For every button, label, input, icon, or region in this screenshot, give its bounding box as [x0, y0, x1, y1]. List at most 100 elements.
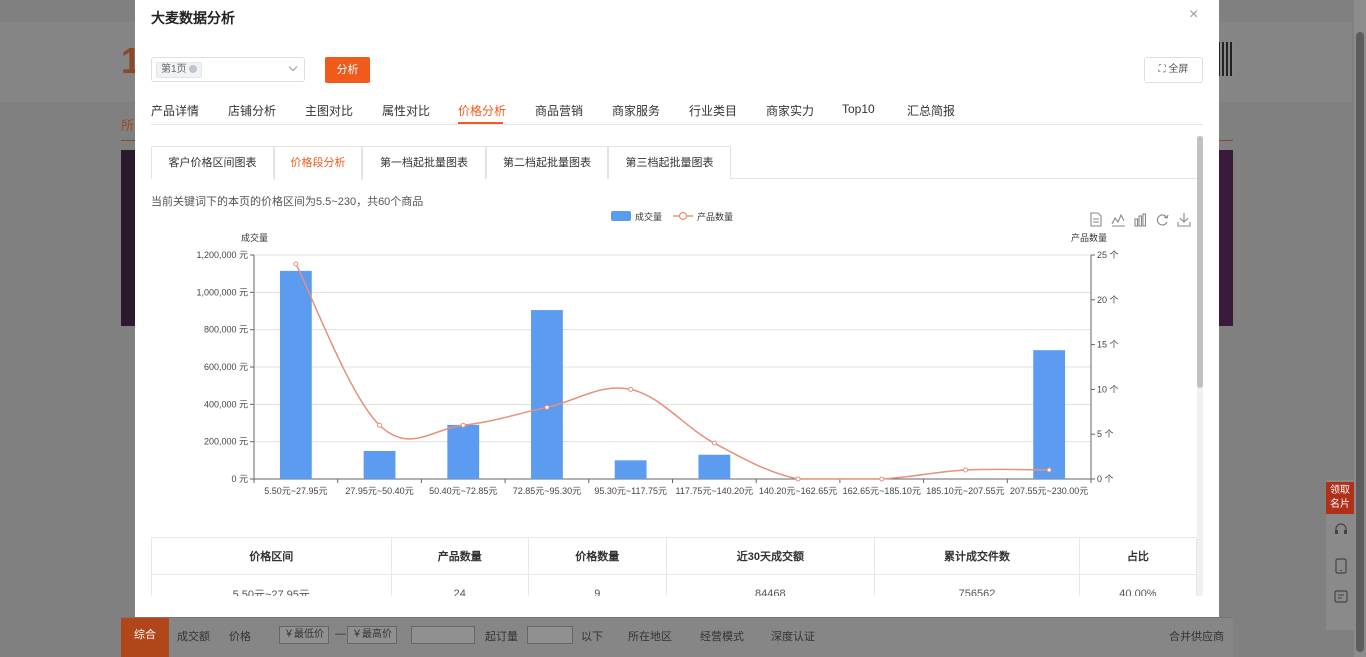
- active-tab-indicator: [458, 122, 503, 124]
- price-range-summary: 当前关键词下的本页的价格区间为5.5~230，共60个商品: [151, 196, 424, 208]
- moq-input[interactable]: [527, 626, 573, 644]
- tab-4[interactable]: 价格分析: [458, 104, 507, 118]
- sort-price[interactable]: 价格: [229, 631, 251, 643]
- headset-icon[interactable]: [1334, 522, 1348, 536]
- table-header-cell[interactable]: 近30天成交额: [665, 537, 876, 575]
- table-header-cell[interactable]: 价格区间: [151, 537, 392, 575]
- bar-0: [279, 270, 312, 479]
- tab-3[interactable]: 属性对比: [382, 104, 431, 118]
- y-axis-right-title: 产品数量: [1071, 232, 1107, 243]
- page-select[interactable]: 第1页: [151, 57, 305, 82]
- tab-1[interactable]: 店铺分析: [228, 104, 277, 118]
- sub-tab-0[interactable]: 客户价格区间图表: [151, 146, 274, 179]
- y-tick-label-left: 0 元: [231, 474, 248, 484]
- table-header-cell[interactable]: 累计成交件数: [874, 537, 1080, 575]
- max-price-input[interactable]: ￥最高价: [347, 626, 397, 644]
- bar-1: [363, 451, 396, 479]
- feedback-icon[interactable]: [1334, 590, 1348, 604]
- background-banner-left: [121, 150, 135, 326]
- bar-3: [531, 310, 563, 479]
- sub-tab-4[interactable]: 第三档起批量图表: [608, 146, 731, 179]
- download-icon[interactable]: [1177, 213, 1191, 227]
- filter-bar: 综合 成交额 价格 ￥最低价 — ￥最高价 起订量 以下 所在地区 经营模式 深…: [121, 617, 1233, 657]
- analyze-button[interactable]: 分析: [325, 57, 370, 83]
- x-tick-label: 207.55元~230.00元: [1010, 486, 1088, 496]
- content-scrollbar[interactable]: [1197, 136, 1203, 596]
- y-tick-label-right: 0 个: [1097, 474, 1114, 484]
- tag-close-icon[interactable]: [188, 65, 197, 73]
- data-view-icon[interactable]: [1090, 212, 1102, 227]
- line-point-3: [544, 404, 550, 410]
- sort-composite[interactable]: 综合: [121, 618, 169, 657]
- merge-suppliers[interactable]: 合并供应商: [1169, 631, 1224, 643]
- line-point-2: [460, 422, 466, 428]
- tab-10[interactable]: 汇总简报: [907, 104, 956, 118]
- tab-7[interactable]: 行业类目: [689, 104, 738, 118]
- bar-9: [1033, 350, 1066, 479]
- analysis-tabs: 产品详情 店铺分析 主图对比 属性对比 价格分析 商品营销 商家服务 行业类目 商家实力 Top1…: [151, 100, 1203, 125]
- y-tick-label-right: 25 个: [1097, 250, 1119, 260]
- y-tick-label-left: 1,200,000 元: [196, 250, 248, 260]
- y-tick-label-left: 400,000 元: [204, 399, 248, 409]
- x-tick-label: 162.65元~185.10元: [843, 486, 921, 496]
- table-cell: 40.00%: [1078, 574, 1197, 596]
- y-tick-label-right: 15 个: [1097, 340, 1119, 350]
- line-point-5: [711, 440, 717, 446]
- min-price-input[interactable]: ￥最低价: [279, 626, 329, 644]
- sort-sales[interactable]: 成交额: [177, 631, 210, 643]
- moq-below-label: 以下: [581, 631, 603, 643]
- tab-5[interactable]: 商品营销: [535, 104, 584, 118]
- table-header-cell[interactable]: 占比: [1078, 537, 1197, 575]
- modal-title: 大麦数据分析: [151, 10, 235, 26]
- tab-6[interactable]: 商家服务: [612, 104, 661, 118]
- page-scrollbar-thumb[interactable]: [1356, 32, 1364, 652]
- x-tick-label: 117.75元~140.20元: [676, 486, 754, 496]
- table-header-cell[interactable]: 价格数量: [528, 537, 667, 575]
- price-dash: —: [335, 628, 346, 640]
- chevron-down-icon[interactable]: [288, 62, 298, 72]
- table-header-row: 价格区间 产品数量 价格数量 近30天成交额 累计成交件数 占比: [151, 537, 1197, 575]
- table-cell: 9: [528, 574, 667, 596]
- bar-chart-icon[interactable]: [1134, 213, 1147, 227]
- line-point-0: [293, 261, 299, 267]
- content-scrollbar-thumb[interactable]: [1197, 136, 1203, 388]
- bar-4: [614, 460, 647, 479]
- bar-2: [447, 424, 480, 479]
- refresh-icon[interactable]: [1156, 214, 1169, 226]
- sub-tab-3[interactable]: 第二档起批量图表: [486, 146, 608, 179]
- tab-9[interactable]: Top10: [842, 102, 875, 116]
- legend-line-label: 产品数量: [697, 211, 733, 222]
- business-mode-filter[interactable]: 经营模式: [700, 631, 744, 643]
- price-segment-table: 价格区间 产品数量 价格数量 近30天成交额 累计成交件数 占比 5.50元~27.95元…: [151, 537, 1197, 596]
- sub-tab-2[interactable]: 第一档起批量图表: [362, 146, 486, 179]
- data-analysis-modal: 大麦数据分析 × 第1页 分析 ⛶ 全屏 产品详情 店铺分析 主图对比 属性对比 价格分…: [135, 0, 1219, 617]
- page-tag[interactable]: 第1页: [156, 62, 202, 78]
- phone-icon[interactable]: [1335, 558, 1347, 574]
- sub-tab-1[interactable]: 价格段分析: [274, 146, 362, 180]
- x-tick-label: 95.30元~117.75元: [594, 486, 667, 496]
- y-tick-label-left: 200,000 元: [204, 437, 248, 447]
- y-tick-label-left: 600,000 元: [204, 362, 248, 372]
- table-cell: 24: [390, 574, 530, 596]
- x-tick-label: 5.50元~27.95元: [264, 486, 327, 496]
- table-cell: 5.50元~27.95元: [151, 574, 392, 596]
- tab-8[interactable]: 商家实力: [766, 104, 815, 118]
- x-tick-label: 72.85元~95.30元: [513, 486, 581, 496]
- tab-2[interactable]: 主图对比: [305, 104, 354, 118]
- line-chart-icon[interactable]: [1111, 213, 1125, 227]
- fullscreen-button[interactable]: ⛶ 全屏: [1144, 57, 1203, 83]
- tab-0[interactable]: 产品详情: [151, 104, 200, 118]
- get-card-badge[interactable]: 领取名片: [1326, 482, 1354, 514]
- bar-5: [698, 454, 731, 479]
- certification-filter[interactable]: 深度认证: [771, 631, 815, 643]
- table-header-cell[interactable]: 产品数量: [390, 537, 530, 575]
- moq-label: 起订量: [485, 631, 518, 643]
- price-sub-tabs: 客户价格区间图表 价格段分析 第一档起批量图表 第二档起批量图表 第三档起批量图表: [151, 146, 1197, 180]
- close-icon[interactable]: ×: [1189, 6, 1199, 23]
- price-range-toggle[interactable]: [411, 626, 475, 644]
- table-cell: 756562: [874, 574, 1080, 596]
- table-cell: 84468: [665, 574, 876, 596]
- legend-line-marker: [678, 211, 688, 221]
- location-filter[interactable]: 所在地区: [628, 631, 672, 643]
- x-tick-label: 27.95元~50.40元: [345, 486, 413, 496]
